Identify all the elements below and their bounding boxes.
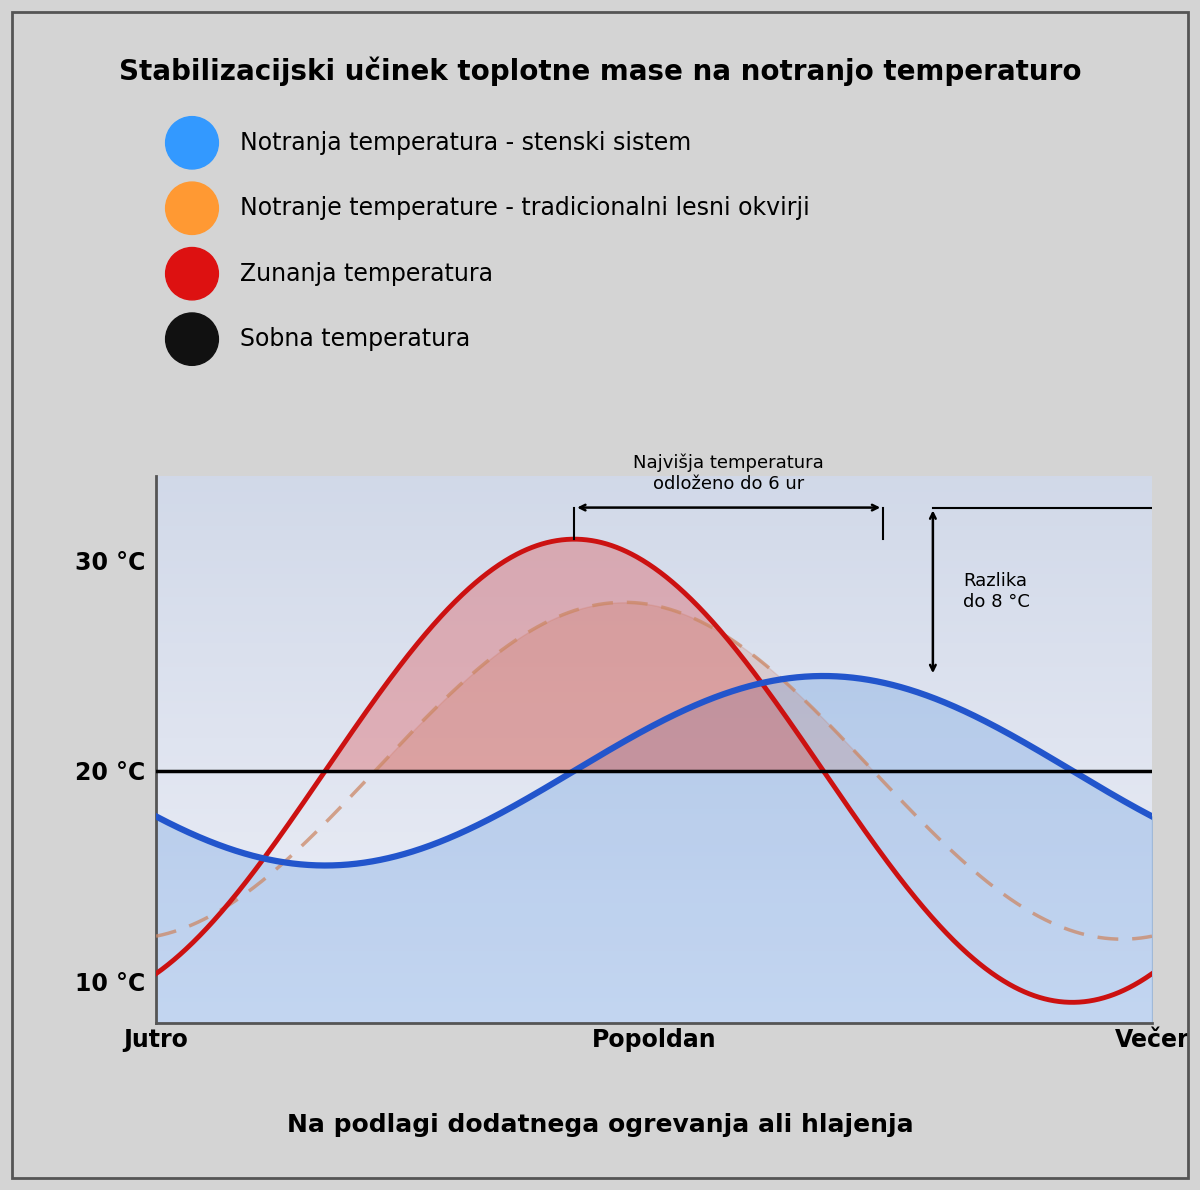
Text: Stabilizacijski učinek toplotne mase na notranjo temperaturo: Stabilizacijski učinek toplotne mase na … [119, 57, 1081, 86]
Text: Notranja temperatura - stenski sistem: Notranja temperatura - stenski sistem [240, 131, 691, 155]
Text: Razlika
do 8 °C: Razlika do 8 °C [962, 572, 1030, 612]
Text: Notranje temperature - tradicionalni lesni okvirji: Notranje temperature - tradicionalni les… [240, 196, 810, 220]
Text: Zunanja temperatura: Zunanja temperatura [240, 262, 493, 286]
Text: Najvišja temperatura
odloženo do 6 ur: Najvišja temperatura odloženo do 6 ur [634, 453, 824, 493]
Text: Na podlagi dodatnega ogrevanja ali hlajenja: Na podlagi dodatnega ogrevanja ali hlaje… [287, 1113, 913, 1136]
Text: Sobna temperatura: Sobna temperatura [240, 327, 470, 351]
